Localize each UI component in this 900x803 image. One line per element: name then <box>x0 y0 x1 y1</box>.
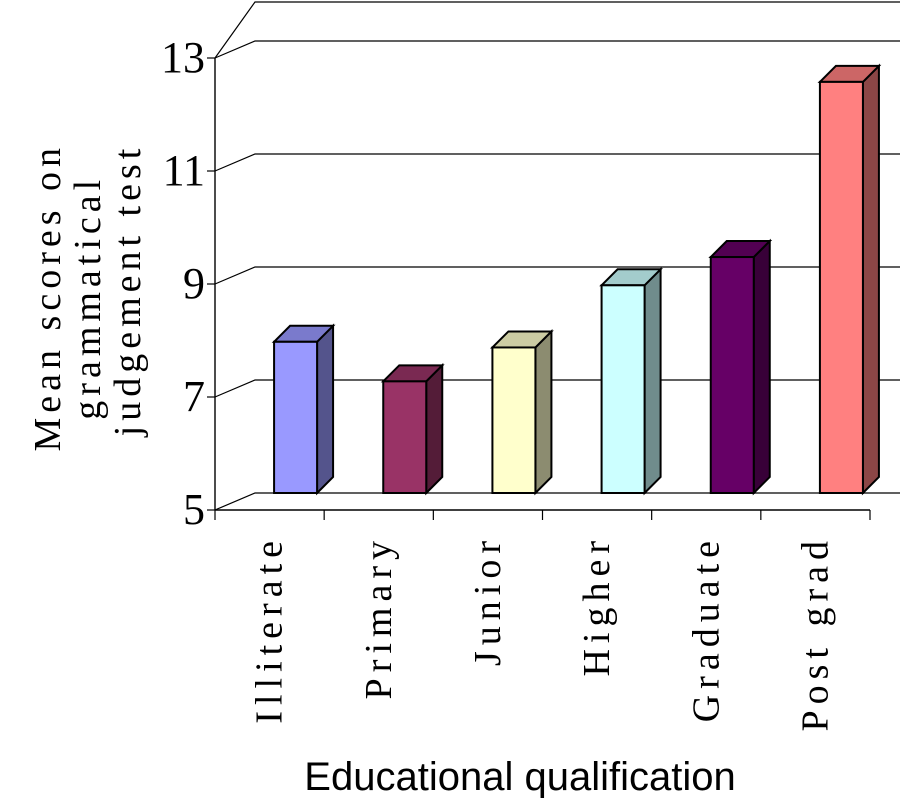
y-tick-label: 5 <box>183 485 205 534</box>
axes <box>207 57 871 520</box>
gridline <box>214 40 900 59</box>
y-axis-label-line: Mean scores on <box>27 143 69 451</box>
y-axis-label-line: grammatical <box>67 175 109 420</box>
bar-front <box>818 80 864 495</box>
bar <box>817 63 882 496</box>
x-tick-label: Higher <box>576 535 618 677</box>
y-tick-labels: 5 7 9 11 13 <box>161 33 205 534</box>
y-tick-label: 7 <box>183 372 205 421</box>
y-tick-label: 11 <box>163 146 205 195</box>
bar-front <box>382 380 428 495</box>
bar-front <box>600 284 646 494</box>
bar-front <box>273 340 319 494</box>
bars <box>271 63 882 496</box>
y-tick-label: 13 <box>161 33 205 82</box>
bar <box>380 362 445 496</box>
y-axis-label: Mean scores on grammatical judgement tes… <box>27 129 149 452</box>
gridline <box>214 153 900 172</box>
wall-top-edge <box>214 1 900 59</box>
gridlines <box>214 1 900 511</box>
bar-side <box>643 266 662 496</box>
bar <box>708 238 773 496</box>
bar-side <box>534 329 553 496</box>
bar-side <box>316 323 335 496</box>
bar-side <box>752 238 771 496</box>
gridline <box>214 266 900 285</box>
x-tick-label: Post grad <box>794 535 836 732</box>
x-tick-labels: Illiterate Primary Junior Higher Graduate Pos… <box>249 535 837 732</box>
x-tick-label: Illiterate <box>249 535 291 724</box>
bar-front <box>491 346 537 495</box>
gridline <box>214 379 900 398</box>
bar <box>271 323 336 496</box>
bar-side <box>425 362 444 496</box>
y-tick-label: 9 <box>183 259 205 308</box>
x-axis-label: Educational qualification <box>304 755 735 798</box>
gridline <box>214 492 900 511</box>
bar <box>599 266 663 496</box>
x-tick-label: Primary <box>358 535 400 699</box>
bar-front <box>709 256 755 494</box>
y-axis-label-line: judgement test <box>107 144 149 439</box>
x-tick-label: Graduate <box>685 535 727 722</box>
bar-side <box>861 63 880 496</box>
bar <box>490 329 554 496</box>
x-tick-label: Junior <box>467 535 509 666</box>
